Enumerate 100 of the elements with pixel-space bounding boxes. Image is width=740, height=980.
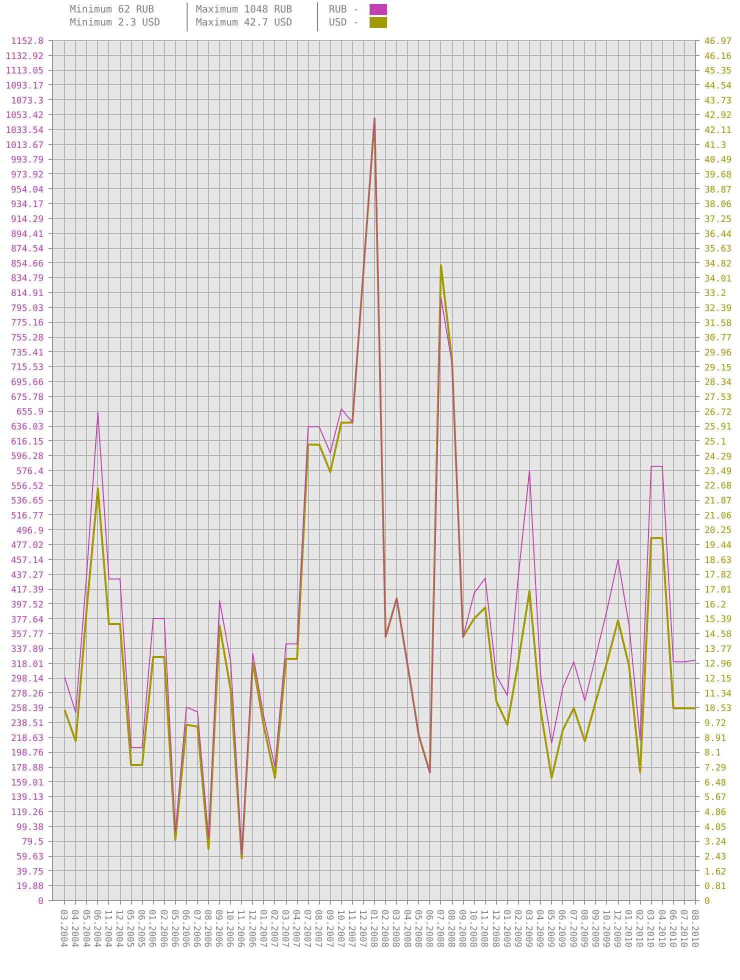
y2-tick-label: 34.01 — [704, 274, 732, 284]
y-tick-label: 596.28 — [10, 452, 44, 462]
y2-tick-label: 25.91 — [704, 422, 732, 433]
x-tick-label: 06.2006 — [180, 910, 190, 948]
y-tick-label: 417.39 — [10, 586, 44, 596]
y-tick-label: 775.16 — [10, 318, 44, 329]
y-tick-label: 1013.67 — [6, 140, 44, 151]
y2-tick-label: 6.48 — [704, 778, 726, 788]
y-tick-label: 19.88 — [16, 882, 44, 892]
y2-tick-label: 1.62 — [704, 867, 726, 878]
y2-tick-label: 31.58 — [704, 318, 732, 329]
x-tick-label: 09.2008 — [456, 910, 467, 948]
x-tick-label: 11.2007 — [346, 910, 356, 948]
x-tick-label: 07.2010 — [678, 910, 688, 948]
y-tick-label: 993.79 — [10, 156, 44, 166]
y2-tick-label: 42.92 — [704, 111, 732, 122]
y-tick-label: 457.14 — [10, 556, 44, 566]
x-tick-label: 11.2008 — [478, 910, 489, 948]
x-tick-label: 06.2008 — [423, 910, 434, 948]
y-tick-label: 1152.8 — [10, 37, 44, 47]
legend-label: USD - — [328, 18, 359, 28]
y2-tick-label: 42.11 — [704, 126, 732, 136]
x-tick-label: 09.2007 — [324, 910, 334, 948]
y2-tick-label: 33.2 — [704, 289, 726, 300]
y-tick-label: 198.76 — [10, 748, 44, 759]
x-tick-label: 05.2004 — [80, 910, 90, 948]
x-tick-label: 07.2007 — [302, 910, 312, 948]
y2-tick-label: 25.1 — [704, 437, 726, 448]
text: Minimum 62 RUB — [70, 4, 154, 16]
y2-tick-label: 21.87 — [704, 496, 732, 507]
y-tick-label: 258.39 — [10, 704, 44, 714]
y-tick-label: 79.5 — [22, 838, 44, 848]
x-tick-label: 11.2004 — [102, 910, 112, 948]
y-tick-label: 795.03 — [10, 304, 44, 314]
y-tick-label: 1132.92 — [6, 52, 44, 62]
y2-tick-label: 11.34 — [704, 689, 732, 700]
y-tick-label: 914.29 — [10, 214, 44, 225]
y-tick-label: 1033.54 — [6, 126, 44, 136]
text: Maximum 42.7 USD — [196, 18, 292, 28]
x-tick-label: 07.2008 — [434, 910, 444, 948]
x-tick-label: 09.2009 — [589, 910, 600, 948]
x-tick-label: 12.2007 — [356, 910, 367, 948]
x-tick-label: 04.2010 — [656, 910, 666, 948]
y2-tick-label: 17.82 — [704, 570, 732, 581]
x-tick-label: 01.2009 — [500, 910, 511, 948]
x-tick-label: 04.2008 — [401, 910, 412, 948]
y2-tick-label: 19.44 — [704, 541, 732, 552]
x-tick-label: 03.2004 — [58, 910, 68, 948]
y2-tick-label: 15.39 — [704, 615, 732, 626]
y-tick-label: 139.13 — [10, 793, 44, 804]
y-tick-label: 715.53 — [10, 363, 44, 374]
y-tick-label: 278.26 — [10, 689, 44, 700]
y-tick-label: 636.03 — [10, 422, 44, 433]
x-tick-label: 12.2009 — [612, 910, 622, 948]
x-tick-label: 11.2006 — [235, 910, 246, 948]
x-tick-label: 05.2008 — [412, 910, 422, 948]
x-tick-label: 04.2004 — [69, 910, 80, 948]
y-tick-label: 0 — [38, 897, 44, 907]
y2-tick-label: 41.3 — [704, 140, 726, 151]
y-tick-label: 874.54 — [10, 244, 44, 255]
y2-tick-label: 8.1 — [704, 748, 721, 759]
y-tick-label: 695.66 — [10, 378, 44, 388]
x-tick-label: 01.2010 — [622, 910, 633, 948]
y2-tick-label: 28.34 — [704, 378, 732, 388]
x-tick-label: 02.2006 — [158, 910, 168, 948]
y2-tick-label: 16.2 — [704, 600, 726, 610]
x-tick-label: 10.2008 — [468, 910, 478, 948]
y-tick-label: 119.26 — [10, 808, 44, 818]
y-tick-label: 1073.3 — [10, 96, 44, 106]
y-tick-label: 675.78 — [10, 392, 44, 403]
y2-tick-label: 12.15 — [704, 674, 732, 685]
y-tick-label: 477.02 — [10, 541, 44, 552]
y-tick-label: 894.41 — [10, 230, 44, 240]
y2-tick-label: 39.68 — [704, 170, 732, 180]
x-tick-label: 05.2005 — [124, 910, 135, 948]
x-tick-label: 05.2009 — [545, 910, 556, 948]
y-tick-label: 814.91 — [10, 289, 44, 300]
x-tick-label: 03.2008 — [390, 910, 400, 948]
x-tick-label: 12.2006 — [246, 910, 256, 948]
y2-tick-label: 38.06 — [704, 200, 732, 210]
x-tick-label: 03.2010 — [644, 910, 655, 948]
x-tick-label: 02.2008 — [379, 910, 390, 948]
y2-tick-label: 0.81 — [704, 882, 726, 892]
y-tick-label: 934.17 — [10, 200, 44, 210]
y2-tick-label: 17.01 — [704, 586, 732, 596]
text: Minimum 2.3 USD — [70, 18, 160, 28]
x-tick-label: 07.2006 — [190, 910, 201, 948]
x-tick-label: 09.2006 — [213, 910, 224, 948]
y-tick-label: 755.28 — [10, 334, 44, 344]
y2-tick-label: 29.96 — [704, 348, 732, 358]
x-tick-label: 08.2010 — [689, 910, 699, 948]
x-tick-label: 10.2006 — [224, 910, 234, 948]
y-tick-label: 1053.42 — [6, 111, 44, 122]
x-tick-label: 08.2006 — [202, 910, 212, 948]
x-tick-label: 05.2006 — [168, 910, 179, 948]
x-tick-label: 12.2008 — [490, 910, 500, 948]
y-tick-label: 735.41 — [10, 348, 44, 358]
x-tick-label: 12.2004 — [114, 910, 124, 948]
y-tick-label: 59.63 — [16, 852, 44, 863]
y2-tick-label: 35.63 — [704, 244, 732, 255]
